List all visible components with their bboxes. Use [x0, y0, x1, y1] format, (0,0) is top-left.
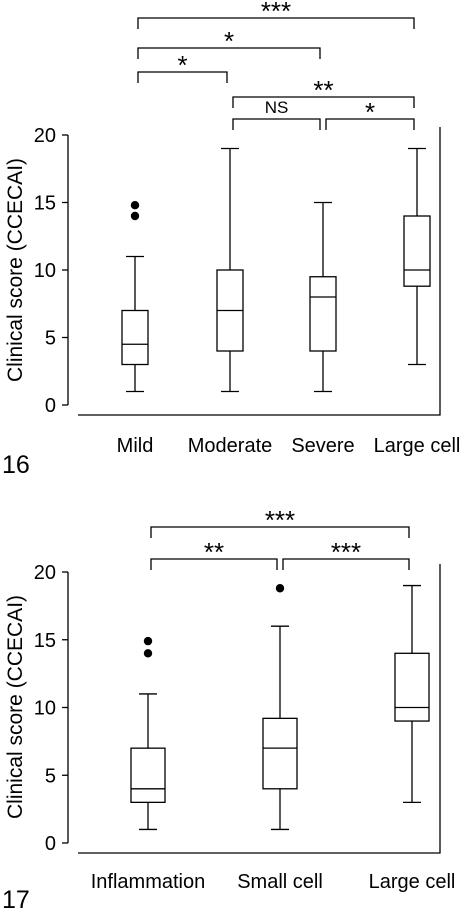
y-tick-label: 0 [45, 395, 56, 417]
y-tick-label: 5 [45, 328, 56, 350]
box-small-cell [262, 584, 298, 831]
plot-frame [78, 127, 441, 416]
significance-bracket [137, 71, 228, 83]
category-label: Moderate [188, 435, 273, 457]
box-iqr [121, 309, 149, 366]
category-label: Severe [291, 435, 354, 457]
outlier-point [130, 201, 140, 210]
chart-panel-16: 0 5 10 15 20 Clinical score (CCECAI) Mild Moder… [2, 0, 460, 479]
outlier-point [143, 636, 153, 646]
panel-label: 16 [2, 451, 30, 479]
significance-bracket [325, 118, 415, 130]
panel-label: 17 [2, 886, 30, 910]
category-label: Large cell [369, 871, 456, 893]
plot-frame [78, 564, 441, 854]
box-mild [121, 201, 149, 393]
y-tick-label: 0 [45, 833, 56, 855]
box-iqr [262, 717, 298, 790]
box-large-cell [394, 584, 430, 803]
significance-label: ** [204, 537, 224, 567]
box-severe [309, 201, 337, 393]
category-label: Mild [117, 435, 154, 457]
y-tick-label: 15 [34, 193, 56, 215]
y-axis-label: Clinical score (CCECAI) [4, 595, 27, 819]
category-label: Small cell [237, 871, 323, 893]
outlier-point [143, 649, 153, 658]
y-axis-label: Clinical score (CCECAI) [4, 158, 27, 382]
significance-bracket [150, 558, 278, 570]
significance-bracket [232, 96, 415, 108]
significance-bracket [137, 47, 321, 59]
box-large-cell [403, 147, 431, 366]
box-moderate [216, 147, 244, 393]
significance-label: *** [261, 0, 291, 26]
significance-bracket [137, 17, 415, 29]
significance-label: ** [313, 75, 333, 105]
category-label: Large cell [374, 435, 461, 457]
y-tick-label: 5 [45, 765, 56, 787]
y-tick-label: 10 [34, 698, 56, 720]
significance-label: * [365, 97, 375, 127]
box-iqr [130, 747, 166, 804]
box-iqr [403, 215, 431, 287]
significance-label: * [177, 50, 187, 80]
box-iqr [309, 276, 337, 352]
category-label: Inflammation [91, 871, 206, 893]
box-inflammation [130, 636, 166, 831]
chart-panel-17: 0 5 10 15 20 Clinical score (CCECAI) Inflammat… [2, 505, 455, 910]
significance-label: *** [331, 537, 361, 567]
outlier-point [275, 584, 285, 593]
y-tick-label: 10 [34, 260, 56, 282]
outlier-point [130, 211, 140, 221]
box-iqr [394, 652, 430, 722]
significance-label: * [224, 26, 234, 56]
significance-bracket [232, 118, 321, 130]
significance-label: *** [265, 505, 295, 535]
y-tick-label: 20 [34, 125, 56, 147]
significance-label: NS [265, 98, 289, 117]
y-tick-label: 15 [34, 630, 56, 652]
significance-bracket [150, 526, 410, 538]
y-tick-label: 20 [34, 562, 56, 584]
significance-bracket [282, 558, 410, 570]
